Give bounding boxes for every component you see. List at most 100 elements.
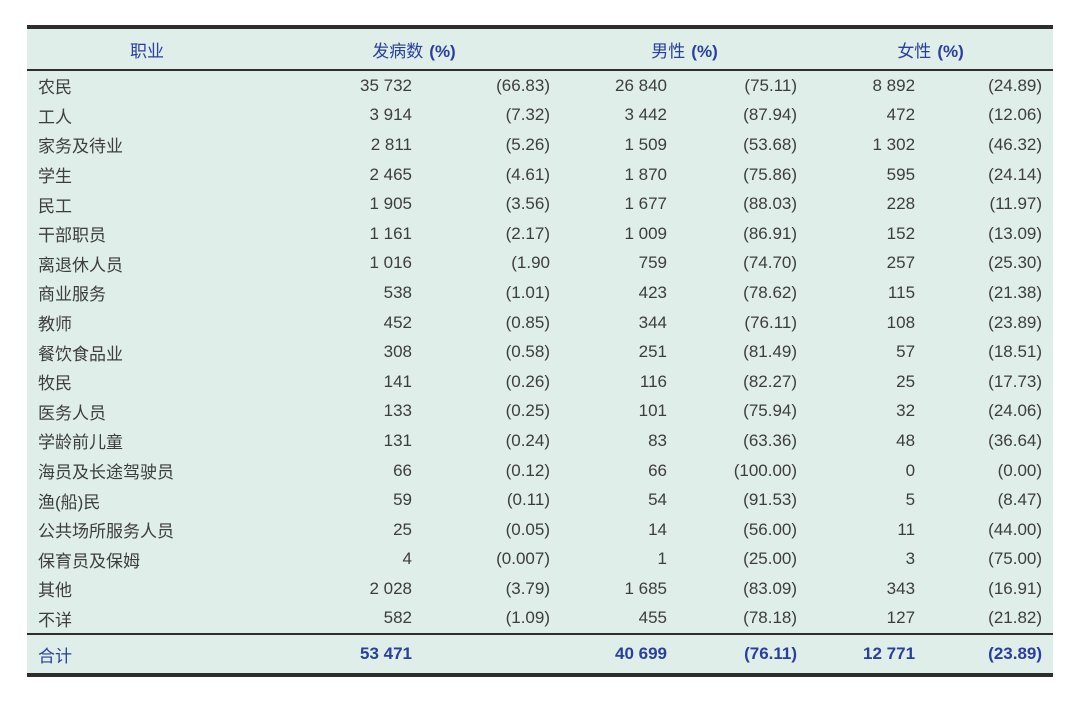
table-row: 公共场所服务人员 25 (0.05) 14 (56.00) 11 (44.00) bbox=[27, 515, 1053, 545]
female-pct-cell: (23.89) bbox=[988, 312, 1043, 332]
occupation-cell: 工人 bbox=[38, 107, 72, 127]
occupation-cell: 农民 bbox=[38, 78, 72, 98]
female-pct-cell: (24.06) bbox=[988, 401, 1043, 421]
incidence-count-cell: 2 811 bbox=[370, 134, 412, 154]
incidence-count-cell: 2 028 bbox=[369, 578, 412, 598]
female-pct-cell: (12.06) bbox=[988, 105, 1043, 125]
occupation-cell: 医务人员 bbox=[38, 403, 106, 423]
incidence-count-cell: 308 bbox=[383, 342, 412, 362]
total-row: 合计 53 471 40 699 (76.11) 12 771 (23.89) bbox=[27, 633, 1054, 676]
incidence-pct-cell: (0.12) bbox=[505, 460, 551, 480]
male-pct-cell: (82.27) bbox=[743, 371, 798, 391]
table-row: 商业服务 538 (1.01) 423 (78.62) 115 (21.38) bbox=[27, 278, 1053, 308]
occupation-cell: 商业服务 bbox=[38, 285, 106, 305]
incidence-count-cell: 35 732 bbox=[360, 75, 412, 95]
female-pct-cell: (46.32) bbox=[988, 134, 1043, 154]
female-pct-cell: (18.51) bbox=[988, 342, 1043, 362]
occupation-cell: 餐饮食品业 bbox=[38, 344, 123, 364]
incidence-pct-cell: (1.09) bbox=[505, 608, 551, 628]
male-count-cell: 83 bbox=[648, 430, 668, 450]
occupation-cell: 不详 bbox=[38, 610, 72, 630]
incidence-pct-cell: (5.26) bbox=[505, 134, 551, 154]
incidence-count-cell: 452 bbox=[383, 312, 412, 332]
table-row: 牧民 141 (0.26) 116 (82.27) 25 (17.73) bbox=[27, 367, 1053, 397]
male-pct-cell: (100.00) bbox=[733, 460, 798, 480]
female-count-cell: 343 bbox=[886, 578, 916, 598]
female-pct-cell: (21.38) bbox=[988, 282, 1043, 302]
col-header-male: 男性 (%) bbox=[561, 27, 809, 71]
incidence-pct-cell: (0.007) bbox=[496, 549, 551, 569]
female-count-cell: 115 bbox=[887, 282, 916, 302]
female-pct-cell: (44.00) bbox=[988, 519, 1043, 539]
male-count-cell: 1 009 bbox=[624, 223, 668, 243]
male-pct-cell: (83.09) bbox=[743, 578, 798, 598]
female-pct-cell: (8.47) bbox=[997, 490, 1043, 510]
total-female-count: 12 771 bbox=[808, 633, 927, 676]
occupation-cell: 民工 bbox=[38, 196, 72, 216]
col-header-female: 女性 (%) bbox=[808, 27, 1054, 71]
male-pct-cell: (91.53) bbox=[743, 490, 798, 510]
occupation-header-label: 职业 bbox=[130, 41, 164, 61]
female-pct-cell: (11.97) bbox=[989, 194, 1043, 214]
occupation-cell: 渔(船)民 bbox=[38, 492, 101, 512]
occupation-cell: 牧民 bbox=[38, 374, 72, 394]
table-row: 餐饮食品业 308 (0.58) 251 (81.49) 57 (18.51) bbox=[27, 337, 1053, 367]
incidence-count-cell: 1 016 bbox=[369, 253, 412, 273]
female-pct-cell: (24.89) bbox=[988, 75, 1043, 95]
male-count-cell: 66 bbox=[648, 460, 668, 480]
female-count-cell: 127 bbox=[886, 608, 916, 628]
female-pct-cell: (21.82) bbox=[988, 608, 1043, 628]
female-count-cell: 48 bbox=[896, 430, 916, 450]
female-count-cell: 0 bbox=[905, 460, 916, 480]
male-header-label: 男性 bbox=[651, 41, 686, 61]
female-count-cell: 32 bbox=[896, 401, 916, 421]
male-pct-cell: (78.62) bbox=[743, 282, 798, 302]
female-count-cell: 57 bbox=[896, 342, 916, 362]
male-count-cell: 423 bbox=[638, 282, 668, 302]
male-count-cell: 3 442 bbox=[624, 105, 668, 125]
incidence-count-cell: 25 bbox=[393, 519, 412, 539]
male-count-cell: 1 bbox=[657, 549, 668, 569]
table-row: 医务人员 133 (0.25) 101 (75.94) 32 (24.06) bbox=[27, 397, 1053, 427]
male-count-cell: 1 870 bbox=[624, 164, 668, 184]
incidence-pct-cell: (0.25) bbox=[505, 401, 551, 421]
total-incidence-count: 53 471 bbox=[267, 633, 423, 676]
female-pct-cell: (13.09) bbox=[988, 223, 1043, 243]
incidence-count-cell: 59 bbox=[393, 490, 412, 510]
table-row: 其他 2 028 (3.79) 1 685 (83.09) 343 (16.91… bbox=[27, 574, 1053, 604]
female-count-cell: 257 bbox=[886, 253, 916, 273]
female-count-cell: 25 bbox=[896, 371, 916, 391]
male-count-cell: 54 bbox=[648, 490, 668, 510]
female-count-cell: 3 bbox=[905, 549, 916, 569]
male-pct-cell: (75.86) bbox=[743, 164, 798, 184]
male-pct-cell: (25.00) bbox=[743, 549, 798, 569]
incidence-count-cell: 66 bbox=[393, 460, 412, 480]
table-row: 学龄前儿童 131 (0.24) 83 (63.36) 48 (36.64) bbox=[27, 426, 1053, 456]
male-pct-label: (%) bbox=[691, 41, 718, 61]
male-pct-cell: (76.11) bbox=[744, 312, 798, 332]
female-pct-cell: (25.30) bbox=[988, 253, 1043, 273]
occupation-cell: 离退休人员 bbox=[38, 255, 123, 275]
table-footer: 合计 53 471 40 699 (76.11) 12 771 (23.89) bbox=[27, 633, 1054, 676]
female-count-cell: 228 bbox=[886, 194, 916, 214]
male-pct-cell: (75.94) bbox=[743, 401, 798, 421]
male-pct-cell: (75.11) bbox=[744, 75, 798, 95]
female-count-cell: 11 bbox=[897, 519, 916, 539]
male-count-cell: 14 bbox=[648, 519, 668, 539]
incidence-pct-cell: (1.01) bbox=[505, 282, 551, 302]
occupation-cell: 干部职员 bbox=[38, 226, 106, 246]
incidence-count-cell: 1 161 bbox=[369, 223, 412, 243]
occupation-cell: 公共场所服务人员 bbox=[38, 522, 174, 542]
col-header-incidence: 发病数 (%) bbox=[267, 27, 562, 71]
table-row: 海员及长途驾驶员 66 (0.12) 66 (100.00) 0 (0.00) bbox=[27, 456, 1053, 486]
male-count-cell: 455 bbox=[638, 608, 668, 628]
table-row: 渔(船)民 59 (0.11) 54 (91.53) 5 (8.47) bbox=[27, 485, 1053, 515]
incidence-pct-cell: (0.24) bbox=[505, 430, 551, 450]
table-row: 家务及待业 2 811 (5.26) 1 509 (53.68) 1 302 (… bbox=[27, 130, 1053, 160]
female-pct-label: (%) bbox=[937, 41, 964, 61]
total-female-pct: (23.89) bbox=[926, 633, 1054, 676]
female-count-cell: 1 302 bbox=[872, 134, 916, 154]
female-pct-cell: (16.91) bbox=[988, 578, 1043, 598]
incidence-count-cell: 538 bbox=[383, 282, 412, 302]
